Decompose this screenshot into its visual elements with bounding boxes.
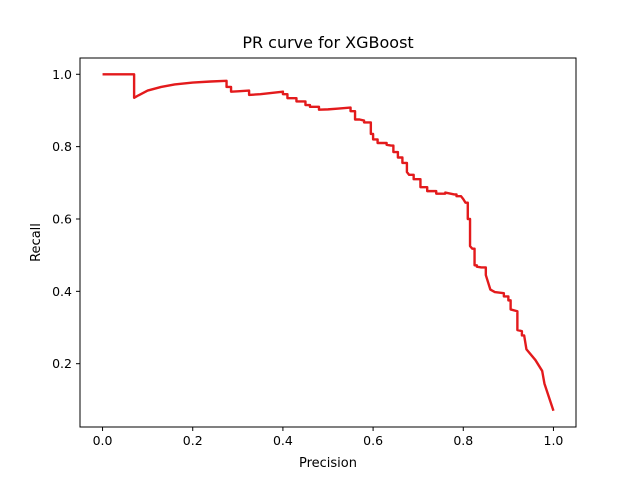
x-tick-label: 0.6 [363, 433, 383, 448]
y-axis-label: Recall [29, 223, 44, 262]
series-line-0 [102, 73, 555, 412]
y-tick-label: 1.0 [52, 67, 72, 82]
x-tick-label: 0.8 [453, 433, 473, 448]
x-tick-label: 0.2 [183, 433, 203, 448]
chart-title: PR curve for XGBoost [242, 33, 413, 52]
x-tick-label: 1.0 [544, 433, 564, 448]
plot-area [102, 73, 555, 412]
x-tick-label: 0.4 [273, 433, 293, 448]
x-tick-label: 0.0 [93, 433, 113, 448]
y-tick-label: 0.4 [52, 284, 72, 299]
plot-frame [79, 57, 577, 428]
y-tick-label: 0.8 [52, 139, 72, 154]
x-axis-label: Precision [299, 456, 357, 471]
y-tick-label: 0.6 [52, 211, 72, 226]
x-axis: 0.0 0.2 0.4 0.6 0.8 1.0 [93, 427, 564, 448]
y-axis: 0.2 0.4 0.6 0.8 1.0 [52, 67, 80, 371]
y-tick-label: 0.2 [52, 356, 72, 371]
